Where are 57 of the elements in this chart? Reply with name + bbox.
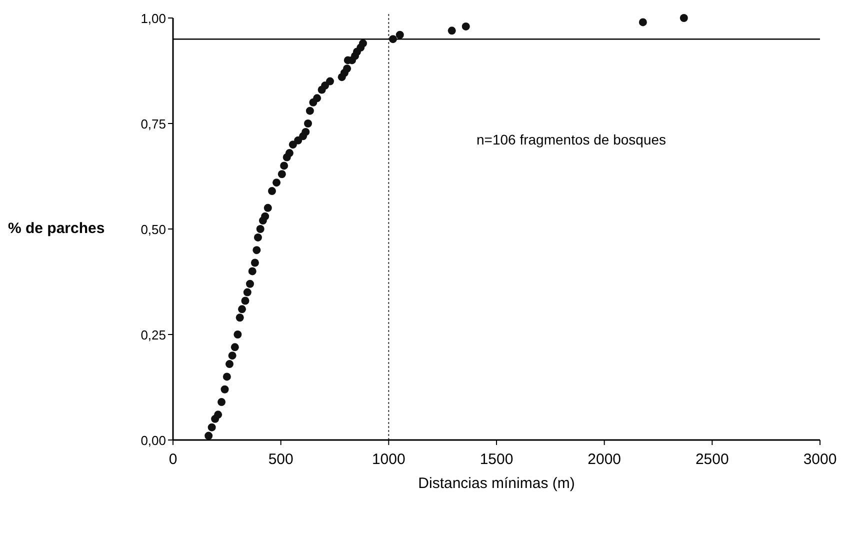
point <box>272 178 281 187</box>
y-axis-title: % de parches <box>8 220 105 237</box>
point <box>238 305 246 314</box>
point <box>228 352 236 360</box>
point <box>218 398 226 406</box>
point <box>246 280 254 288</box>
y-tick-label: 0,75 <box>140 116 166 132</box>
point <box>268 187 276 196</box>
point <box>250 258 259 267</box>
point <box>222 372 231 381</box>
point <box>243 288 252 296</box>
x-tick-label: 1500 <box>480 451 514 468</box>
point <box>396 30 404 39</box>
point <box>288 140 297 149</box>
point <box>302 128 310 136</box>
point <box>248 267 256 276</box>
point <box>304 120 312 128</box>
point <box>313 94 322 102</box>
point <box>326 77 334 86</box>
y-tick-label: 1,00 <box>140 11 166 26</box>
point <box>261 212 270 220</box>
point <box>256 225 264 233</box>
point <box>204 432 213 440</box>
point <box>680 14 688 22</box>
point <box>226 360 234 368</box>
point <box>236 314 244 322</box>
x-axis-title: Distancias mínimas (m) <box>418 475 575 492</box>
point <box>252 246 261 254</box>
x-tick-label: 3000 <box>803 451 837 468</box>
point <box>306 106 314 115</box>
point <box>254 233 262 242</box>
point <box>230 343 239 352</box>
x-tick-label: 1000 <box>372 451 406 468</box>
point <box>285 149 294 158</box>
point <box>234 330 242 338</box>
y-tick-label: 0,50 <box>140 222 166 237</box>
point <box>638 18 647 26</box>
point <box>214 410 222 419</box>
point <box>280 162 288 170</box>
point <box>241 296 250 305</box>
point <box>208 423 216 432</box>
point <box>321 82 330 90</box>
annotation: n=106 fragmentos de bosques <box>476 132 666 148</box>
y-tick-label: 0,00 <box>140 433 166 448</box>
point <box>343 64 352 73</box>
point <box>448 26 456 35</box>
x-tick-label: 2500 <box>695 451 729 468</box>
x-tick-label: 2000 <box>588 451 622 468</box>
point <box>278 170 286 178</box>
y-tick-label: 0,25 <box>140 328 166 342</box>
point <box>388 35 397 44</box>
x-tick-label: 500 <box>268 451 294 468</box>
x-tick-label: 0 <box>168 451 178 468</box>
point <box>264 204 272 212</box>
point <box>462 22 470 30</box>
point <box>220 385 229 394</box>
point <box>359 39 367 48</box>
